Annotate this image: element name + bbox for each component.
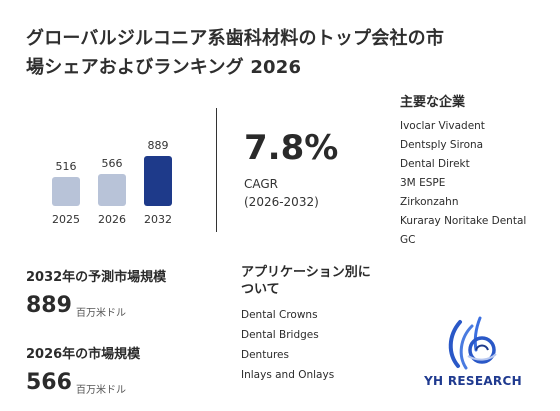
yh-research-logo: YH RESEARCH [418, 310, 528, 394]
vertical-divider [216, 108, 217, 232]
bar-category-label: 2032 [144, 213, 172, 226]
application-list: Dental Crowns Dental Bridges Dentures In… [241, 305, 334, 385]
company-item: Ivoclar Vivadent [400, 120, 485, 132]
application-item: Dentures [241, 349, 289, 361]
application-item: Inlays and Onlays [241, 369, 335, 381]
bar-value-label: 889 [147, 139, 169, 152]
forecast-2032-title: 2032年の予測市場規模 [26, 270, 167, 285]
bar-category-label: 2025 [52, 213, 80, 226]
application-item: Dental Crowns [241, 309, 318, 321]
bar-value-label: 516 [55, 160, 77, 173]
applications-title: アプリケーション別について [241, 265, 371, 297]
page-title: グローバルジルコニア系歯科材料のトップ会社の市場シェアおよびランキング 2026 [26, 28, 445, 78]
market-2026-title: 2026年の市場規模 [26, 347, 141, 362]
market-2026-unit: 百万米ドル [76, 385, 126, 396]
cagr-period: (2026-2032) [244, 195, 319, 209]
company-item: GC [400, 234, 416, 246]
companies-title: 主要な企業 [400, 95, 466, 110]
company-item: Dentsply Sirona [400, 139, 484, 151]
cagr-value: 7.8% [244, 128, 339, 168]
company-item: Kuraray Noritake Dental [400, 215, 527, 227]
cagr-label: CAGR [244, 177, 279, 191]
market-size-bar-chart: 516 2025 566 2026 889 2032 [40, 138, 190, 230]
company-item: Dental Direkt [400, 158, 470, 170]
logo-emblem-icon [448, 316, 497, 370]
company-list: Ivoclar Vivadent Dentsply Sirona Dental … [400, 117, 526, 250]
bar-2026 [98, 174, 126, 206]
company-item: 3M ESPE [400, 177, 446, 189]
bar-2025 [52, 177, 80, 206]
application-item: Dental Bridges [241, 329, 319, 341]
bar-2032 [144, 156, 172, 206]
company-item: Zirkonzahn [400, 196, 459, 208]
forecast-2032-value: 889 [26, 293, 72, 318]
market-2026-value: 566 [26, 370, 72, 395]
forecast-2032-unit: 百万米ドル [76, 308, 126, 319]
bar-category-label: 2026 [98, 213, 126, 226]
bar-value-label: 566 [101, 157, 123, 170]
logo-text: YH RESEARCH [424, 374, 522, 388]
